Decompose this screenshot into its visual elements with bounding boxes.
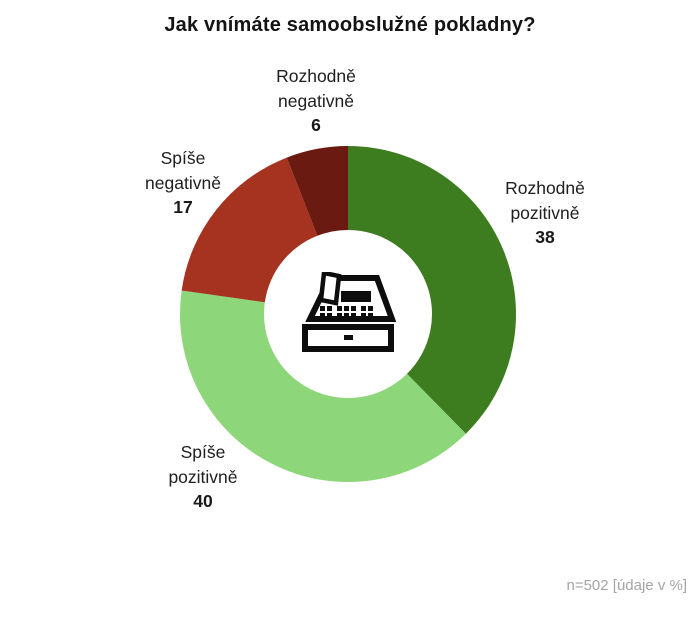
segment-label-text: Spíše pozitivně xyxy=(168,442,238,487)
segment-label-spise-pozitivne: Spíše pozitivně 40 xyxy=(145,440,261,514)
donut-segment-rozhodne-negativne xyxy=(286,146,348,236)
segment-value: 6 xyxy=(311,115,321,135)
sample-size-note: n=502 [údaje v %] xyxy=(566,577,687,594)
segment-value: 38 xyxy=(535,227,555,247)
register-receipt xyxy=(318,272,342,306)
donut-chart xyxy=(179,146,516,483)
donut-segment-spise-negativne xyxy=(181,157,318,303)
donut-segment-rozhodne-pozitivne xyxy=(348,146,516,434)
segment-value: 40 xyxy=(193,491,213,511)
segment-value: 17 xyxy=(173,197,193,217)
register-drawer-handle xyxy=(344,335,353,340)
segment-label-rozhodne-pozitivne: Rozhodně pozitivně 38 xyxy=(487,176,603,250)
segment-label-spise-negativne: Spíše negativně 17 xyxy=(125,146,241,220)
segment-label-text: Rozhodně pozitivně xyxy=(505,178,585,223)
chart-title: Jak vnímáte samoobslužné pokladny? xyxy=(164,14,536,36)
register-display xyxy=(341,291,371,302)
segment-label-text: Spíše negativně xyxy=(145,148,221,193)
donut-segment-spise-pozitivne xyxy=(179,290,466,483)
segment-label-text: Rozhodně negativně xyxy=(276,66,356,111)
segment-label-rozhodne-negativne: Rozhodně negativně 6 xyxy=(258,64,374,138)
register-keypad xyxy=(320,306,373,318)
cash-register-icon xyxy=(302,272,396,352)
